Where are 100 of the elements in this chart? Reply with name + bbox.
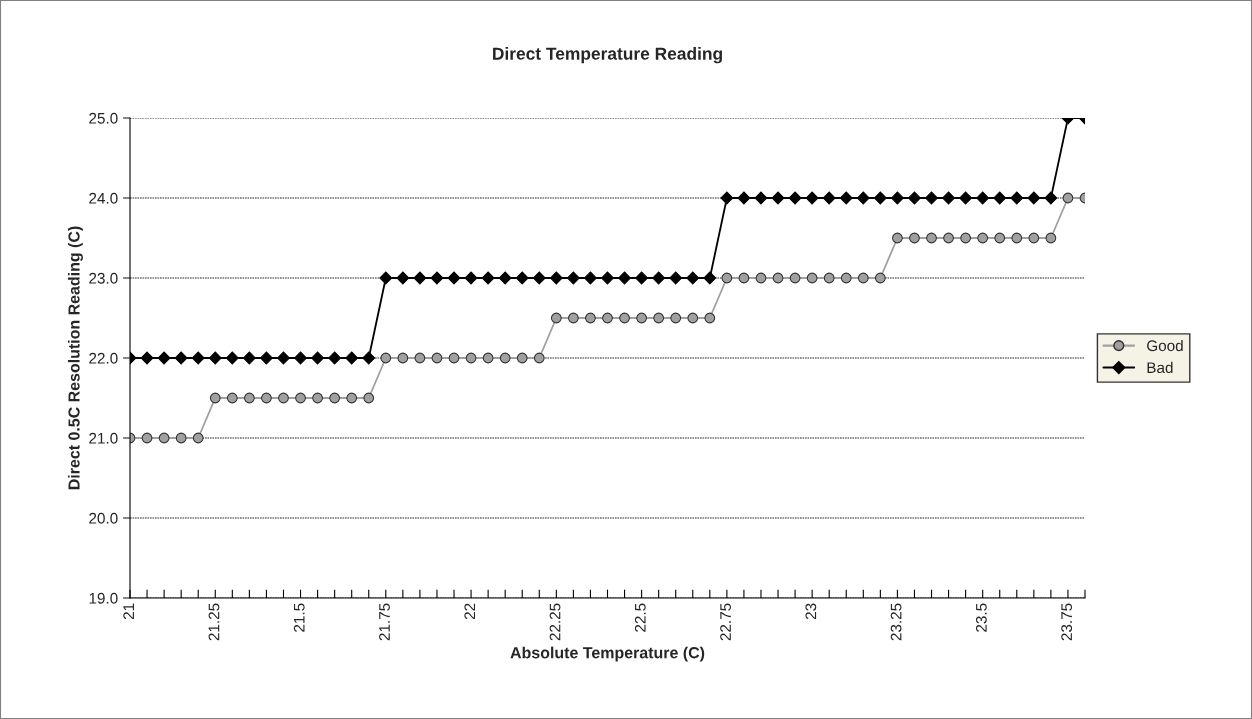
point: [242, 351, 256, 365]
legend-label: Good: [1147, 339, 1183, 352]
point: [585, 312, 596, 324]
point: [652, 271, 666, 285]
point: [295, 392, 306, 404]
point: [157, 351, 171, 365]
point: [925, 191, 938, 205]
point: [225, 351, 239, 365]
point: [1010, 191, 1024, 205]
point: [260, 351, 273, 365]
point: [839, 191, 853, 205]
point: [345, 351, 359, 365]
legend-label: Bad: [1147, 361, 1173, 374]
point: [430, 271, 444, 285]
point: [977, 232, 989, 244]
point: [601, 271, 614, 285]
point: [516, 352, 528, 364]
x-tick-label: 21.5: [293, 603, 305, 632]
point: [1011, 232, 1023, 244]
point: [909, 232, 920, 244]
point: [873, 191, 887, 205]
point: [499, 352, 511, 364]
point: [772, 272, 784, 284]
point: [346, 392, 358, 404]
point: [464, 271, 478, 285]
point: [738, 272, 750, 284]
point: [498, 271, 512, 285]
point: [174, 351, 188, 365]
point: [635, 271, 649, 285]
point: [312, 392, 323, 404]
point: [362, 351, 376, 365]
point: [805, 191, 819, 205]
point: [908, 191, 921, 205]
y-tick-label: 19.0: [89, 592, 118, 604]
point: [721, 272, 733, 284]
point: [703, 271, 717, 285]
point: [857, 272, 869, 284]
point: [294, 351, 307, 365]
point: [278, 392, 289, 404]
point: [311, 351, 324, 365]
point: [892, 232, 903, 244]
point: [208, 351, 222, 365]
point: [755, 272, 767, 284]
point: [737, 191, 751, 205]
point: [533, 352, 545, 364]
point: [822, 191, 836, 205]
y-axis-title: Direct 0.5C Resolution Reading (C): [67, 226, 83, 490]
y-tick-label: 21.0: [89, 432, 118, 444]
point: [618, 271, 631, 285]
point: [670, 312, 682, 324]
x-tick-label: 21.75: [379, 603, 390, 641]
point: [397, 352, 409, 364]
point: [806, 272, 818, 284]
point: [141, 432, 153, 444]
x-tick-label: 23.5: [975, 603, 987, 632]
point: [568, 312, 579, 324]
point: [447, 271, 461, 285]
point: [379, 271, 393, 285]
point: [789, 272, 801, 284]
point: [1027, 191, 1041, 205]
point: [549, 271, 563, 285]
point: [619, 312, 630, 324]
point: [960, 232, 972, 244]
point: [1044, 191, 1058, 205]
point: [720, 191, 734, 205]
x-tick-label: 22.75: [720, 603, 731, 641]
y-tick-label: 25.0: [89, 112, 118, 124]
point: [380, 352, 392, 364]
chart-title: Direct Temperature Reading: [493, 47, 722, 64]
point: [1028, 232, 1040, 244]
point: [413, 271, 427, 285]
point: [874, 272, 886, 284]
x-tick-label: 21.25: [208, 603, 220, 641]
x-tick-label: 23.75: [1061, 603, 1073, 641]
point: [823, 272, 835, 284]
x-tick-label: 22: [464, 603, 476, 620]
point: [140, 351, 154, 365]
point: [481, 271, 495, 285]
y-tick-label: 24.0: [89, 192, 118, 204]
y-tick-label: 20.0: [89, 512, 118, 524]
point: [602, 312, 613, 324]
point: [431, 352, 443, 364]
x-tick-label: 23.25: [890, 603, 902, 641]
x-tick-label: 21: [123, 603, 134, 620]
point: [840, 272, 852, 284]
point: [584, 271, 597, 285]
point: [191, 351, 205, 365]
point: [465, 352, 477, 364]
x-tick-label: 23: [805, 603, 817, 620]
y-tick-label: 22.0: [89, 352, 118, 364]
point: [261, 392, 272, 404]
point: [943, 232, 954, 244]
point: [653, 312, 665, 324]
point: [550, 312, 562, 324]
point: [994, 232, 1006, 244]
point: [856, 191, 870, 205]
point: [328, 351, 342, 365]
point: [396, 271, 410, 285]
point: [704, 312, 716, 324]
point: [532, 271, 546, 285]
